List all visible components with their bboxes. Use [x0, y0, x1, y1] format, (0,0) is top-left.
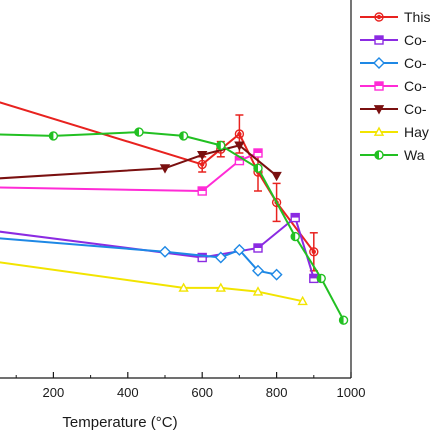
data-point: [159, 245, 171, 258]
legend-label: This: [404, 9, 430, 25]
legend-item: Co-: [360, 55, 427, 71]
data-point: [215, 282, 226, 292]
data-point-half: [309, 274, 318, 279]
data-point-core: [311, 249, 316, 254]
legend-label: Co-: [404, 55, 427, 71]
data-point: [271, 197, 282, 208]
data-point-half: [216, 141, 221, 150]
data-point: [373, 57, 385, 69]
data-point: [271, 171, 282, 182]
data-point-half: [49, 131, 54, 140]
data-point-half: [235, 156, 244, 161]
data-point-core: [200, 162, 205, 167]
legend-label: Hay: [404, 124, 429, 140]
x-tick-label: 600: [191, 385, 213, 400]
data-point: [309, 247, 319, 257]
data-point-core: [237, 131, 242, 137]
series-2: [0, 212, 319, 284]
legend-item: Wa: [360, 147, 425, 163]
legend-item: Hay: [360, 124, 429, 140]
series-line: [0, 131, 345, 321]
data-point-half: [375, 151, 379, 159]
data-point: [233, 243, 246, 256]
data-point: [270, 268, 283, 281]
data-point-half: [339, 316, 344, 325]
series-layer: [0, 101, 349, 325]
data-point: [159, 164, 171, 174]
data-point-half: [198, 187, 207, 191]
legend-item: This: [360, 9, 430, 25]
data-point: [374, 12, 384, 22]
series-line: [0, 101, 315, 253]
data-point: [234, 141, 245, 151]
legend-label: Co-: [404, 32, 427, 48]
series-line: [0, 152, 259, 192]
legend-item: Co-: [360, 78, 427, 94]
series-5: [0, 141, 282, 182]
x-tick-label: 200: [43, 385, 65, 400]
legend-item: Co-: [360, 101, 427, 117]
x-tick-label: 800: [266, 385, 288, 400]
data-point-half: [375, 82, 383, 86]
data-point-half: [291, 213, 300, 218]
data-point: [373, 105, 385, 115]
data-point: [373, 126, 385, 136]
data-point-half: [254, 149, 262, 153]
x-axis-ticks: 200 400 600 800 1000: [15, 372, 366, 400]
series-6: [0, 261, 308, 306]
data-point-half: [254, 164, 258, 173]
x-tick-label: 400: [117, 385, 139, 400]
x-axis-title: Temperature (°C): [62, 414, 177, 431]
data-point-half: [317, 274, 322, 283]
x-tick-label: 1000: [337, 385, 366, 400]
legend: This Co- Co- Co- Co- Hay Wa: [360, 9, 430, 163]
data-point: [197, 159, 207, 170]
legend-label: Wa: [404, 147, 425, 163]
data-point-half: [134, 128, 139, 137]
series-3: [0, 237, 283, 281]
series-4: [0, 148, 263, 196]
data-point: [252, 286, 264, 296]
series-1: [0, 101, 319, 272]
data-point: [297, 295, 308, 306]
data-point: [234, 129, 245, 139]
data-point: [214, 251, 227, 264]
data-point-half: [291, 232, 296, 241]
series-7: [0, 127, 349, 325]
legend-label: Co-: [404, 101, 427, 117]
legend-item: Co-: [360, 32, 427, 48]
data-point: [197, 150, 208, 161]
data-point-half: [375, 36, 383, 40]
data-point-half: [254, 244, 262, 248]
data-point-core: [376, 14, 382, 20]
legend-label: Co-: [404, 78, 427, 94]
data-point: [178, 282, 189, 292]
data-point-half: [179, 131, 184, 140]
data-point: [252, 264, 264, 277]
